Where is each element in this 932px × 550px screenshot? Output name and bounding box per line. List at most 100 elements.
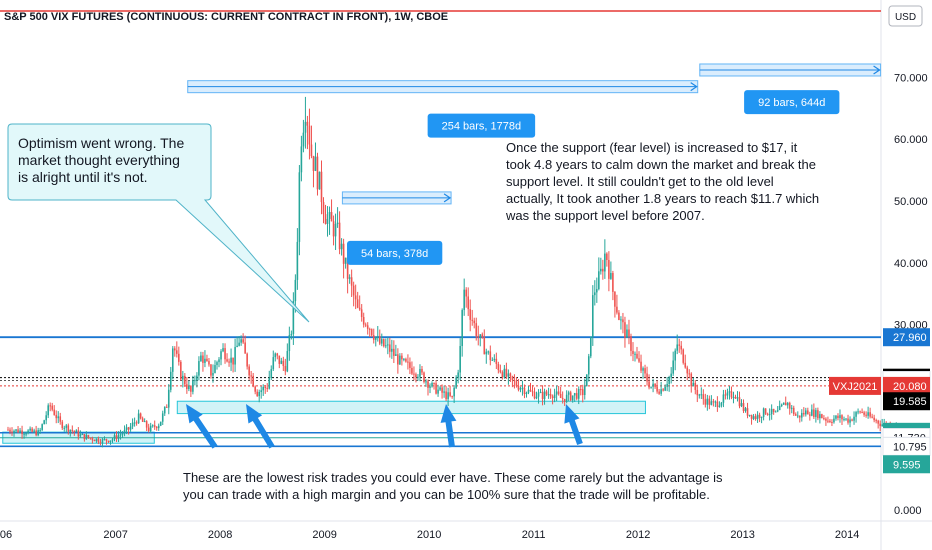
y-tick-label: 50.000 <box>894 196 928 208</box>
candle-body <box>459 346 461 373</box>
candle-body <box>23 433 25 435</box>
candle-body <box>39 429 41 431</box>
measure-tool[interactable]: 54 bars, 378d <box>341 191 452 265</box>
candle-body <box>115 435 118 439</box>
candle-body <box>268 378 271 389</box>
candle-body <box>859 411 861 413</box>
candle-body <box>841 415 843 420</box>
x-tick-label: 2010 <box>417 529 441 541</box>
candle-body <box>489 351 492 361</box>
candle-body <box>871 416 873 418</box>
candle-body <box>210 364 212 376</box>
candle-body <box>240 339 242 343</box>
candle-body <box>531 391 534 393</box>
measure-label-box <box>427 113 536 138</box>
candle-body <box>501 372 504 378</box>
candle-body <box>674 350 676 361</box>
candle-body <box>252 375 254 387</box>
measure-arrow-head <box>690 82 698 92</box>
candle-body <box>344 257 347 264</box>
candle-body <box>9 429 11 432</box>
candle-body <box>405 358 407 362</box>
currency-badge[interactable]: USD <box>888 5 923 27</box>
candle-body <box>350 277 353 286</box>
candle-body <box>214 365 216 373</box>
candle-body <box>306 121 309 126</box>
candle-body <box>682 349 685 363</box>
candle-body <box>167 389 170 408</box>
candle-body <box>368 328 371 330</box>
candle-body <box>764 408 767 414</box>
candle-body <box>827 420 829 422</box>
candle-body <box>839 415 841 419</box>
candle-body <box>535 396 538 399</box>
candle-body <box>857 411 859 413</box>
candle-body <box>650 386 652 388</box>
candle-body <box>724 394 727 396</box>
candle-body <box>487 351 490 353</box>
candle-body <box>648 381 650 388</box>
candle-body <box>85 435 88 440</box>
candle-body <box>123 429 126 434</box>
candle-body <box>750 414 753 419</box>
candle-body <box>99 442 102 444</box>
candle-body <box>282 360 285 366</box>
candle-body <box>135 422 138 424</box>
candle-body <box>469 309 472 320</box>
candle-body <box>216 362 218 366</box>
candle-body <box>865 414 867 416</box>
price-label: 20.080 <box>893 381 927 393</box>
candle-body <box>708 398 711 405</box>
note-right-text: actually, It took another 1.8 years to r… <box>506 191 819 206</box>
candle-body <box>790 407 793 409</box>
candle-body <box>523 387 526 395</box>
candle-body <box>272 357 275 370</box>
candle-body <box>33 430 35 432</box>
candle-body <box>165 406 168 408</box>
candle-body <box>63 427 66 429</box>
candle-body <box>161 413 164 422</box>
candle-body <box>798 415 801 418</box>
measure-tool[interactable]: 254 bars, 1778d <box>187 80 699 138</box>
candle-body <box>630 336 632 351</box>
candle-body <box>218 359 220 363</box>
candle-body <box>17 429 19 433</box>
candle-body <box>127 427 130 430</box>
x-tick-label: 2009 <box>312 529 336 541</box>
candle-body <box>107 440 110 443</box>
candle-body <box>75 430 78 433</box>
candle-body <box>626 329 628 338</box>
candle-body <box>304 121 307 133</box>
candle-body <box>577 389 580 399</box>
time-axis[interactable]: 06 2007 2008 2009 2010 2011 2012 2013 2014 <box>0 529 859 541</box>
candle-body <box>190 386 192 392</box>
candle-body <box>244 342 246 354</box>
candle-body <box>258 391 261 397</box>
candle-body <box>575 393 578 399</box>
candle-body <box>877 420 879 424</box>
candle-body <box>338 222 341 250</box>
candle-body <box>561 397 564 399</box>
candle-body <box>672 360 674 374</box>
candle-body <box>612 273 614 292</box>
candle-body <box>159 421 162 426</box>
measure-tool[interactable]: 92 bars, 644d <box>699 63 882 115</box>
x-tick-label: 2007 <box>103 529 127 541</box>
candle-body <box>610 273 612 279</box>
candle-body <box>471 319 474 321</box>
candle-body <box>362 317 365 325</box>
support-zone-2010s <box>176 400 646 415</box>
candle-body <box>336 222 339 224</box>
candle-body <box>782 402 785 405</box>
candle-body <box>831 421 833 423</box>
candle-body <box>762 408 765 417</box>
candle-body <box>155 426 158 429</box>
candle-body <box>149 425 152 431</box>
candle-body <box>57 416 60 419</box>
candle-body <box>505 368 508 377</box>
candle-body <box>726 392 729 396</box>
candle-body <box>585 374 588 387</box>
candle-body <box>539 391 542 393</box>
